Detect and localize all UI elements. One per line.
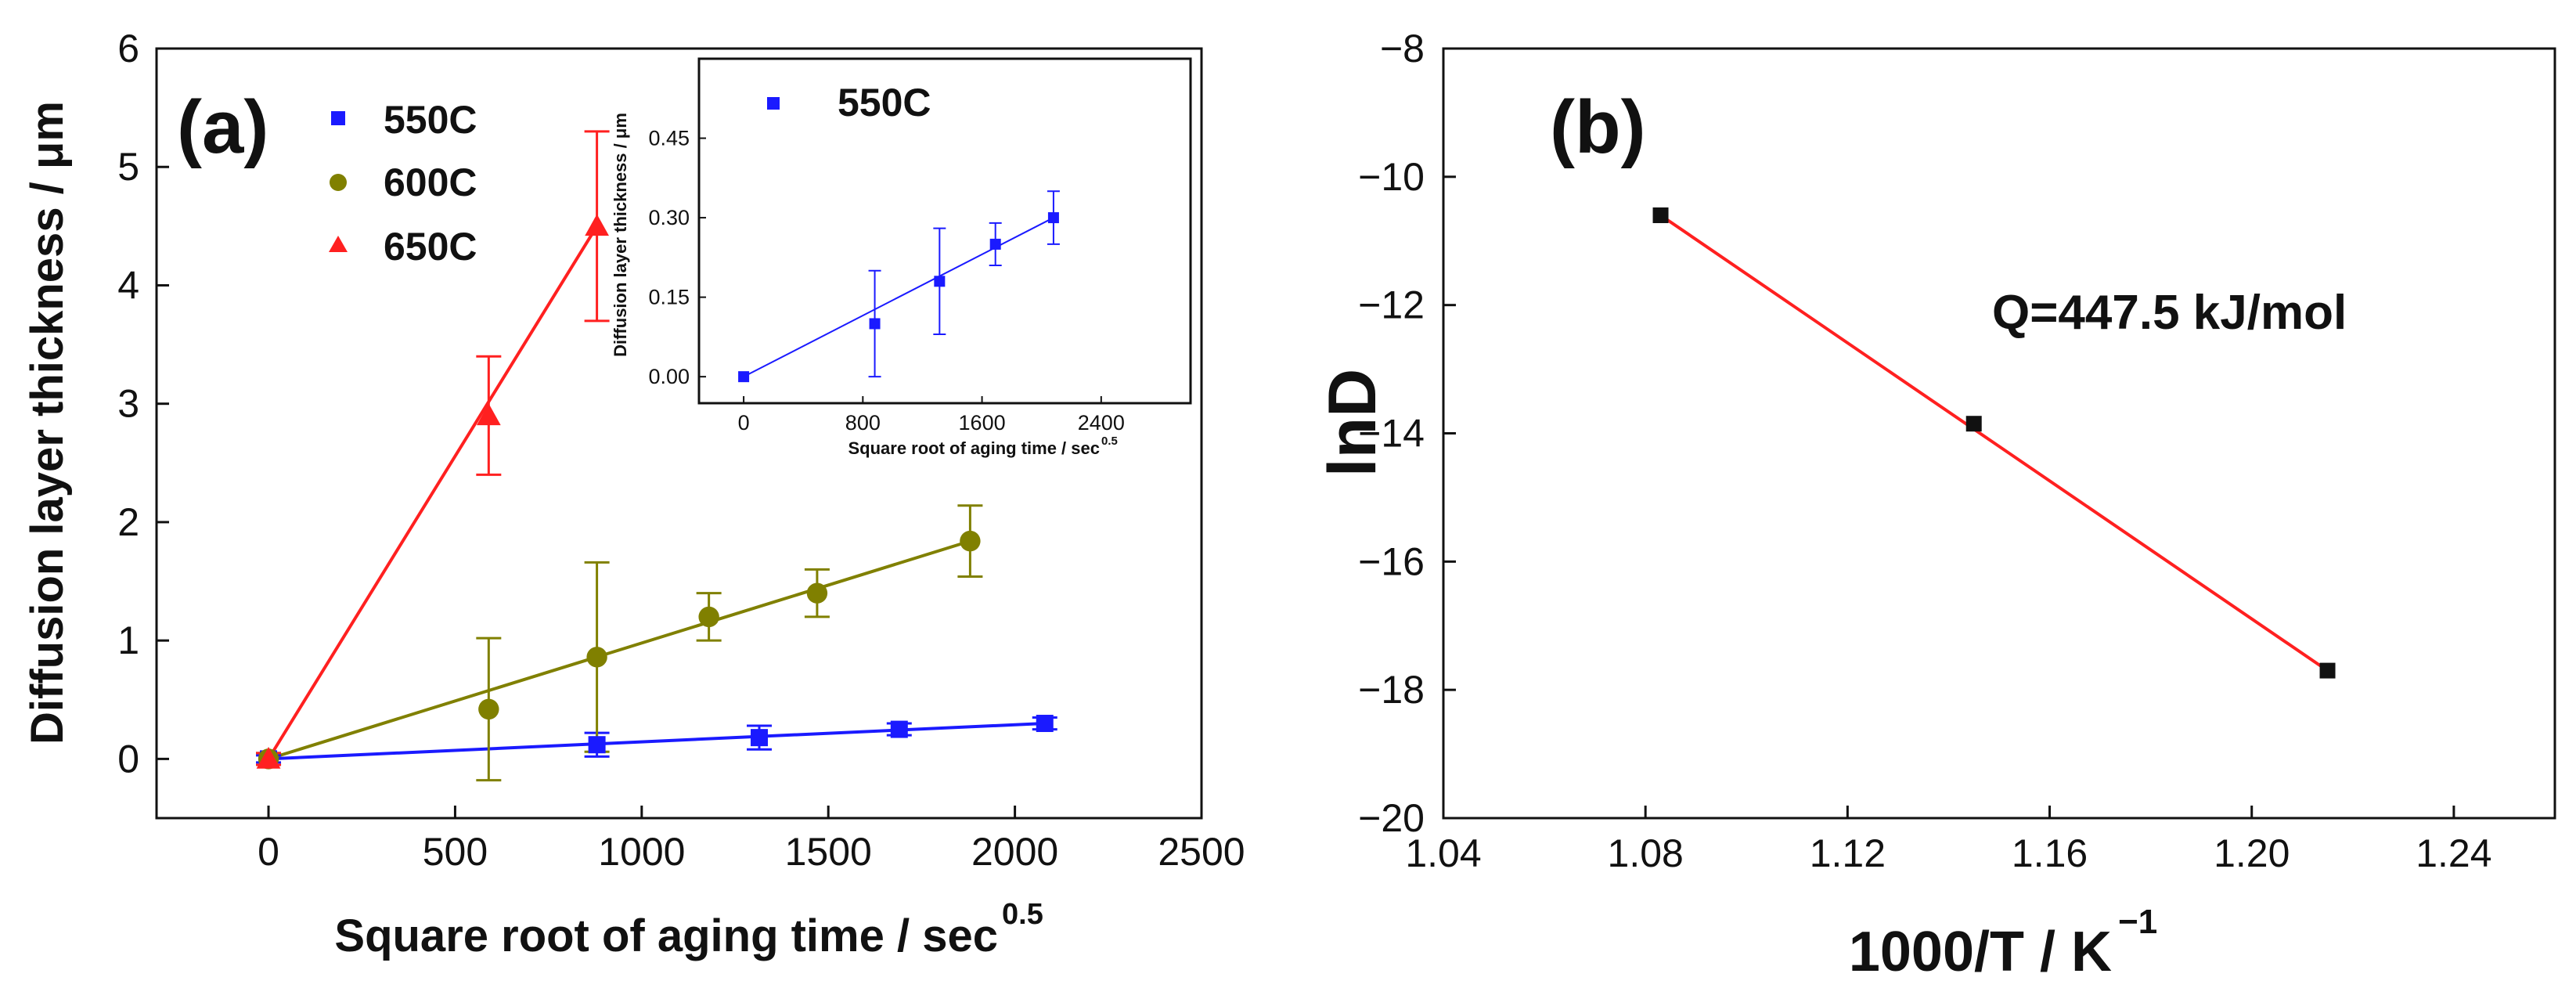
chart-a-y-tick-label-0: 0 xyxy=(117,737,139,781)
legend-marker-550c xyxy=(331,111,345,125)
chart-a-x-axis-title-text: Square root of aging time / sec xyxy=(334,910,998,961)
chart-b-x-tick-label-5: 1.24 xyxy=(2416,831,2491,875)
chart-a-point-600c-4 xyxy=(806,582,828,604)
chart-a-point-600c-5 xyxy=(960,530,981,552)
chart-a-panel-label: (a) xyxy=(177,85,268,169)
inset-markers xyxy=(738,212,1059,383)
chart-b-panel-label: (b) xyxy=(1550,85,1646,169)
chart-a: 0 500 1000 1500 2000 2500 0 1 2 3 4 5 6 (a) 550C 600… xyxy=(22,27,1245,961)
inset-x-tick-label-0: 0 xyxy=(738,411,750,435)
chart-a-x-tick-label-1: 500 xyxy=(423,830,488,874)
chart-a-fit-lines xyxy=(267,225,1045,761)
chart-b-y-tick-label-0: −20 xyxy=(1358,796,1425,840)
legend-label-650c: 650C xyxy=(384,225,477,269)
inset-y-tick-label-3: 0.45 xyxy=(648,127,690,150)
chart-b-x-tick-label-4: 1.20 xyxy=(2214,831,2290,875)
chart-b-annotation: Q=447.5 kJ/mol xyxy=(1992,286,2347,340)
chart-b-x-tick-label-1: 1.08 xyxy=(1608,831,1684,875)
chart-b-y-tick-label-5: −10 xyxy=(1358,155,1425,199)
chart-a-y-tick-label-1: 1 xyxy=(117,618,139,662)
chart-b-y-tick-label-6: −8 xyxy=(1380,27,1425,70)
chart-a-markers xyxy=(256,214,1054,770)
chart-a-ticks: 0 500 1000 1500 2000 2500 0 1 2 3 4 5 6 xyxy=(117,27,1245,874)
inset-y-tick-label-2: 0.30 xyxy=(648,206,690,229)
chart-b-x-axis-title-text: 1000/T / K xyxy=(1849,921,2112,983)
inset-y-tick-label-0: 0.00 xyxy=(648,365,690,388)
chart-a-fit-line-600c xyxy=(268,539,971,761)
chart-a-legend: 550C 600C 650C xyxy=(329,98,477,269)
chart-a-x-axis-title-superscript: 0.5 xyxy=(1002,898,1043,931)
chart-b-x-axis-title-superscript: −1 xyxy=(2118,903,2157,941)
chart-a-x-tick-label-5: 2500 xyxy=(1158,830,1245,874)
inset-x-tick-label-1: 800 xyxy=(845,411,881,435)
chart-a-point-600c-2 xyxy=(586,647,607,668)
chart-a-point-550c-1 xyxy=(588,736,606,754)
chart-a-x-tick-label-0: 0 xyxy=(258,830,279,874)
chart-a-y-axis-title: Diffusion layer thickness / μm xyxy=(22,101,73,745)
legend-marker-650c xyxy=(329,236,348,252)
legend-marker-600c xyxy=(330,174,347,191)
chart-a-fit-line-550c xyxy=(268,722,1045,761)
chart-a-y-tick-label-6: 6 xyxy=(117,27,139,70)
inset-x-axis-title-text: Square root of aging time / sec xyxy=(848,438,1100,458)
chart-b: 1.04 1.08 1.12 1.16 1.20 1.24 −20 −18 −16 −14 −12 −… xyxy=(1315,27,2556,983)
chart-b-markers xyxy=(1652,207,2336,679)
chart-a-x-tick-label-4: 2000 xyxy=(971,830,1058,874)
chart-b-y-tick-label-3: −14 xyxy=(1358,412,1425,456)
chart-b-fit-lines xyxy=(1659,214,2329,672)
chart-b-y-tick-label-1: −18 xyxy=(1358,668,1425,712)
chart-a-point-550c-3 xyxy=(890,720,908,738)
inset-x-tick-label-3: 2400 xyxy=(1078,411,1125,435)
chart-a-y-tick-label-4: 4 xyxy=(117,263,139,307)
inset-point-550c-2 xyxy=(934,276,946,287)
inset-plot-frame xyxy=(697,57,1192,405)
chart-a-plot-frame xyxy=(155,47,1203,820)
chart-b-fit-line-lnd xyxy=(1659,214,2329,672)
chart-b-x-axis-title: 1000/T / K −1 xyxy=(1849,903,2157,983)
inset-point-550c-3 xyxy=(989,238,1001,250)
chart-a-point-650c-0 xyxy=(256,746,281,769)
chart-a-inset: 0 800 1600 2400 0.00 0.15 0.30 0.45 550C Diffus… xyxy=(611,57,1192,458)
inset-x-axis-title: Square root of aging time / sec 0.5 xyxy=(848,435,1117,458)
chart-a-y-tick-label-3: 3 xyxy=(117,382,139,426)
inset-y-tick-label-1: 0.15 xyxy=(648,286,690,309)
inset-point-550c-4 xyxy=(1047,212,1059,224)
chart-b-y-tick-label-2: −16 xyxy=(1358,539,1425,583)
chart-b-y-tick-label-4: −12 xyxy=(1358,283,1425,327)
chart-a-point-650c-1 xyxy=(476,403,501,426)
chart-a-point-600c-3 xyxy=(698,606,719,628)
chart-b-x-tick-label-0: 1.04 xyxy=(1405,831,1481,875)
inset-legend-marker-550c xyxy=(767,97,780,110)
chart-a-point-550c-4 xyxy=(1036,715,1054,733)
inset-legend-label-550c: 550C xyxy=(838,81,931,124)
inset-ticks: 0 800 1600 2400 0.00 0.15 0.30 0.45 xyxy=(648,127,1124,435)
chart-b-x-tick-label-3: 1.16 xyxy=(2012,831,2088,875)
legend-label-550c: 550C xyxy=(384,98,477,142)
chart-b-point-lnd-2 xyxy=(2319,662,2336,679)
chart-a-x-axis-title: Square root of aging time / sec 0.5 xyxy=(334,898,1043,961)
inset-y-axis-title: Diffusion layer thickness / μm xyxy=(611,113,630,357)
inset-x-tick-label-2: 1600 xyxy=(959,411,1006,435)
inset-point-550c-0 xyxy=(738,371,750,383)
chart-a-x-tick-label-3: 1500 xyxy=(785,830,872,874)
chart-a-point-600c-1 xyxy=(478,698,499,720)
chart-b-point-lnd-0 xyxy=(1652,207,1669,223)
inset-fit-lines xyxy=(743,217,1054,378)
chart-a-y-tick-label-5: 5 xyxy=(117,145,139,189)
chart-b-x-tick-label-2: 1.12 xyxy=(1810,831,1886,875)
chart-a-x-tick-label-2: 1000 xyxy=(598,830,685,874)
inset-point-550c-1 xyxy=(869,318,881,330)
chart-b-y-axis-title: lnD xyxy=(1315,369,1390,478)
chart-b-point-lnd-1 xyxy=(1965,416,1982,432)
chart-a-fit-line-650c xyxy=(267,225,599,760)
chart-a-point-650c-2 xyxy=(585,214,610,236)
inset-fit-line-550c xyxy=(743,217,1054,378)
chart-a-y-tick-label-2: 2 xyxy=(117,500,139,544)
chart-a-point-550c-2 xyxy=(751,729,769,747)
chart-b-ticks: 1.04 1.08 1.12 1.16 1.20 1.24 −20 −18 −16 −14 −12 −… xyxy=(1358,27,2491,875)
inset-x-axis-title-superscript: 0.5 xyxy=(1101,435,1118,448)
legend-label-600c: 600C xyxy=(384,160,477,204)
